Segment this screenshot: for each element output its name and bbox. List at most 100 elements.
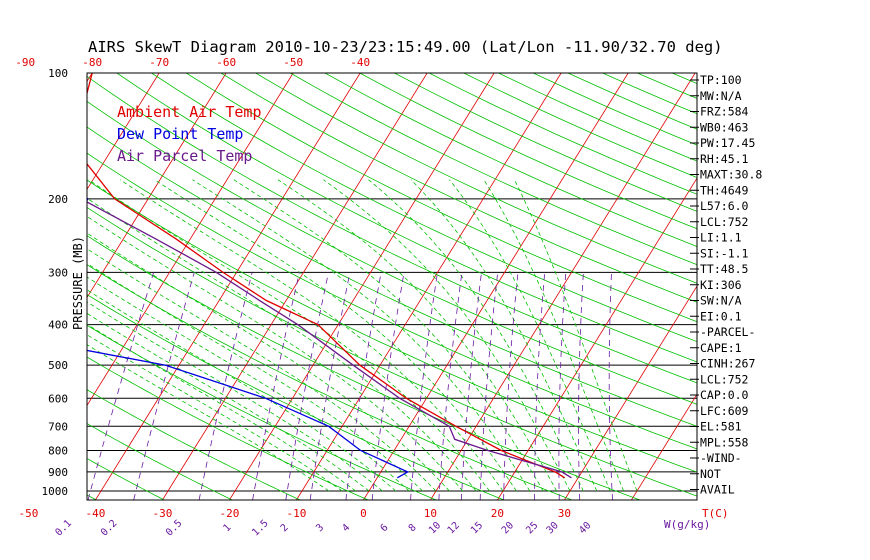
moist-adiabat-line xyxy=(410,179,598,492)
dry-adiabat-line xyxy=(185,73,697,323)
moist-adiabat-line xyxy=(483,179,624,492)
moist-adiabat-line xyxy=(87,197,477,492)
mixing-ratio-tick-label: 40 xyxy=(577,520,593,536)
index-entry: NOT xyxy=(700,467,721,481)
dry-adiabat-line xyxy=(87,100,697,405)
index-entry: CAPE:1 xyxy=(700,341,742,355)
plot-frame xyxy=(86,72,698,501)
pressure-tick-label: 900 xyxy=(48,466,68,479)
dry-adiabat-line xyxy=(87,458,165,500)
mixing-ratio-tick-label: 1 xyxy=(222,522,234,534)
index-entry: TP:100 xyxy=(700,73,742,87)
dry-adiabat-line xyxy=(290,73,697,266)
pressure-tick-label: 700 xyxy=(48,420,68,433)
dry-adiabat-line xyxy=(87,207,697,497)
top-temp-tick-label: -50 xyxy=(283,56,303,69)
mixing-ratio-line xyxy=(479,272,499,500)
moist-adiabat-line xyxy=(88,179,490,492)
legend: Ambient Air Temp Dew Point Temp Air Parcel… xyxy=(117,103,262,165)
moist-adiabat-line xyxy=(87,289,397,492)
moist-adiabat-line xyxy=(87,248,437,492)
isotherm-line xyxy=(95,73,361,500)
index-entry: MW:N/A xyxy=(700,89,742,103)
dry-adiabat-line xyxy=(87,75,697,384)
isotherm-line xyxy=(631,393,697,500)
index-entry: LFC:609 xyxy=(700,404,749,418)
mixing-ratio-tick-label: 4 xyxy=(340,522,352,534)
mixing-ratio-line xyxy=(461,272,482,500)
mixing-ratio-line xyxy=(503,272,519,500)
mixing-ratio-tick-label: 10 xyxy=(427,520,443,536)
dry-adiabat-line xyxy=(359,73,697,230)
index-entry: CINH:267 xyxy=(700,357,755,371)
index-entry: LI:1.1 xyxy=(700,231,742,245)
dry-adiabat-line xyxy=(87,423,233,500)
index-entry: LCL:752 xyxy=(700,215,748,229)
isotherm-line xyxy=(162,73,428,500)
dry-adiabat-line xyxy=(87,356,368,500)
top-temp-tick-label: -80 xyxy=(82,56,102,69)
index-entry: SW:N/A xyxy=(700,294,742,308)
dry-adiabat-line xyxy=(87,235,640,500)
profile-lines xyxy=(87,73,572,479)
pressure-tick-label: 400 xyxy=(48,319,68,332)
dry-adiabat-line xyxy=(220,73,697,303)
index-entry: MAXT:30.8 xyxy=(700,168,762,182)
plot-grid xyxy=(0,73,697,500)
dry-adiabat-line xyxy=(87,264,572,500)
legend-entry: Ambient Air Temp xyxy=(117,103,262,121)
bottom-temp-tick-label: -20 xyxy=(219,507,239,520)
dry-adiabat-line xyxy=(428,73,697,195)
mixing-ratio-tick-label: 8 xyxy=(407,522,419,534)
mixing-ratio-tick-label: 3 xyxy=(314,522,326,534)
top-temp-tick-label: -40 xyxy=(350,56,370,69)
dry-adiabat-line xyxy=(0,73,28,500)
mixing-ratio-tick-label: 0.5 xyxy=(164,518,185,539)
mixing-ratio-line xyxy=(578,272,584,500)
bottom-temp-tick-label: -50 xyxy=(18,507,38,520)
top-temp-tick-label: -90 xyxy=(15,56,35,69)
mixing-ratio-line xyxy=(198,272,253,500)
index-entry: EI:0.1 xyxy=(700,309,742,323)
legend-entry: Air Parcel Temp xyxy=(117,147,252,165)
moist-adiabat-line xyxy=(277,179,557,492)
dry-adiabat-line xyxy=(87,324,436,500)
index-entry: CAP:0.0 xyxy=(700,388,749,402)
isotherm-line xyxy=(87,73,160,191)
mixing-ratio-line xyxy=(371,272,405,500)
moist-adiabat-line xyxy=(87,262,423,492)
top-temp-tick-label: -60 xyxy=(216,56,236,69)
index-entry: FRZ:584 xyxy=(700,105,749,119)
mixing-ratio-tick-label: 15 xyxy=(469,520,485,536)
isotherm-line xyxy=(497,177,697,500)
temperature-axis-label: T(C) xyxy=(702,507,729,520)
pressure-tick-label: 1000 xyxy=(42,485,69,498)
index-entry: KI:306 xyxy=(700,278,742,292)
dry-adiabat-line xyxy=(394,73,697,212)
legend-entry: Dew Point Temp xyxy=(117,125,243,143)
dry-adiabat-line xyxy=(324,73,697,248)
mixing-ratio-line xyxy=(133,272,195,500)
bottom-temp-tick-label: -30 xyxy=(152,507,172,520)
index-entry: SI:-1.1 xyxy=(700,246,749,260)
mixing-ratio-line xyxy=(252,272,300,500)
mixing-ratio-tick-label: 12 xyxy=(446,520,462,536)
dry-adiabat-line xyxy=(87,179,697,473)
pressure-tick-label: 300 xyxy=(48,266,68,279)
series-line-parcel xyxy=(87,201,572,479)
isotherm-line xyxy=(87,73,294,407)
index-entry: MPL:558 xyxy=(700,435,749,449)
mixing-ratio-line xyxy=(309,272,351,500)
isotherm-line xyxy=(430,73,696,500)
chart-title: AIRS SkewT Diagram 2010-10-23/23:15:49.0… xyxy=(88,38,723,56)
moist-adiabat-line xyxy=(449,179,611,492)
pressure-tick-label: 200 xyxy=(48,193,68,206)
mixing-ratio-line xyxy=(285,272,329,500)
mixing-ratio-tick-label: 0.2 xyxy=(99,518,120,539)
isotherm-line xyxy=(229,73,495,500)
bottom-temp-tick-label: 0 xyxy=(360,507,367,520)
mixing-ratio-tick-label: 20 xyxy=(500,520,516,536)
moist-adiabat-line xyxy=(368,179,584,492)
